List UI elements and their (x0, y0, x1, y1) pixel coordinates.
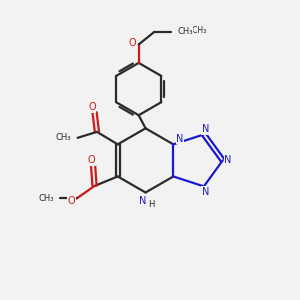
Text: CH₂CH₃: CH₂CH₃ (179, 26, 207, 35)
Text: N: N (202, 124, 209, 134)
Text: O: O (88, 155, 95, 165)
Text: O: O (129, 38, 136, 48)
Text: CH₃: CH₃ (177, 27, 193, 36)
Text: N: N (176, 134, 184, 144)
Text: O: O (68, 196, 75, 206)
Text: CH₃: CH₃ (56, 133, 71, 142)
Text: N: N (224, 155, 232, 165)
Text: H: H (148, 200, 154, 209)
Text: O: O (88, 102, 96, 112)
Text: CH₃: CH₃ (38, 194, 54, 203)
Text: N: N (202, 187, 209, 197)
Text: N: N (139, 196, 146, 206)
